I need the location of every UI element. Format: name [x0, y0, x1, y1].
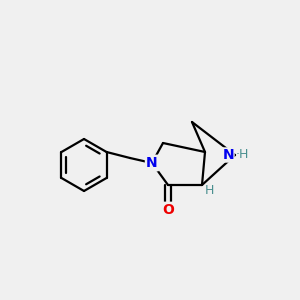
Text: H: H [205, 184, 214, 196]
Text: ·H: ·H [236, 148, 249, 161]
Text: O: O [162, 203, 174, 217]
Text: N: N [222, 148, 234, 162]
Text: N: N [146, 156, 158, 170]
